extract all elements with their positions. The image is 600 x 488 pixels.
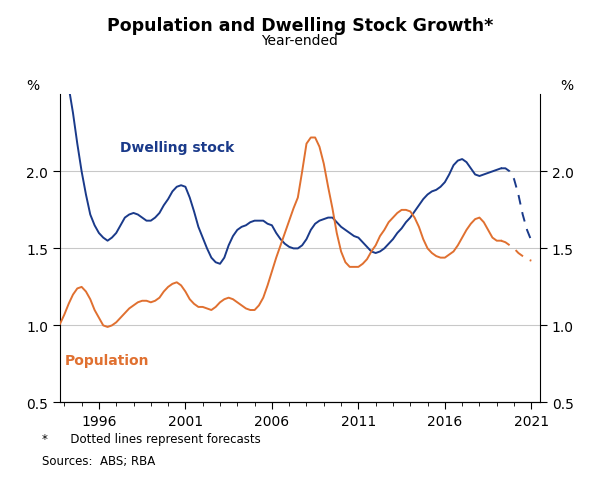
Text: *      Dotted lines represent forecasts: * Dotted lines represent forecasts [42,432,261,445]
Text: Population: Population [64,353,149,367]
Text: Year-ended: Year-ended [262,34,338,48]
Text: %: % [26,79,40,93]
Text: %: % [560,79,574,93]
Text: Dwelling stock: Dwelling stock [119,141,234,155]
Text: Population and Dwelling Stock Growth*: Population and Dwelling Stock Growth* [107,17,493,35]
Text: Sources:  ABS; RBA: Sources: ABS; RBA [42,454,155,467]
